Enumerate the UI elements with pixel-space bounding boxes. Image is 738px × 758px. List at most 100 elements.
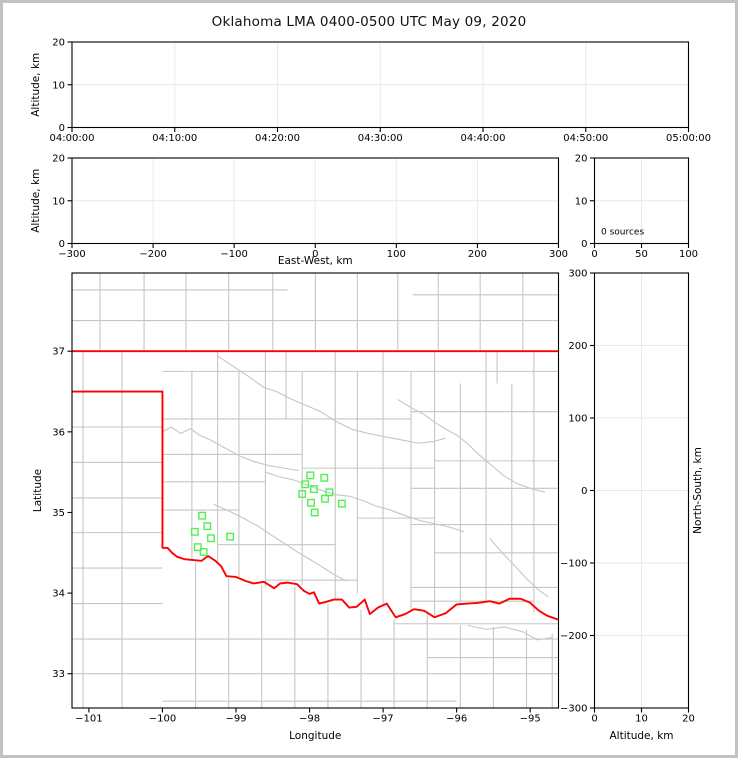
x-tick-label: 04:30:00: [358, 133, 403, 144]
y-tick-label: 35: [52, 508, 65, 519]
river-line: [162, 426, 299, 472]
y-tick-label: −300: [560, 704, 587, 715]
x-tick-label: 100: [679, 249, 698, 260]
axis-ticks: [590, 272, 690, 713]
river-line: [397, 399, 546, 493]
axis-ticks: [67, 350, 531, 713]
lma-source-point: [320, 473, 329, 482]
x-tick-label: −95: [520, 714, 541, 725]
x-tick-label: 04:50:00: [563, 133, 608, 144]
county-borders: [72, 273, 559, 708]
lma-source-point: [207, 534, 215, 543]
lma-source-point: [198, 511, 207, 520]
x-tick-label: 100: [387, 249, 406, 260]
y-tick-label: 37: [52, 347, 65, 358]
lma-source-point: [310, 485, 318, 494]
y-tick-label: 36: [52, 427, 65, 438]
lma-source-point: [310, 508, 319, 517]
lma-source-point: [298, 489, 307, 498]
y-axis-label: Altitude, km: [30, 53, 42, 117]
x-axis-label: Altitude, km: [609, 730, 673, 742]
y-tick-label: 20: [575, 154, 588, 165]
y-tick-label: 20: [52, 38, 65, 49]
source-count-annotation: 0 sources: [601, 228, 644, 238]
y-tick-label: 0: [59, 123, 65, 134]
y-tick-label: 0: [581, 486, 587, 497]
river-line: [213, 503, 347, 582]
x-tick-label: −97: [373, 714, 394, 725]
lma-source-point: [307, 498, 315, 507]
axis-ticks: [67, 41, 690, 132]
panel-ns-height: 0 10 20 300 200 100 0 −100 −200 −300 Altitude, km N…: [560, 269, 704, 743]
lma-sources: [190, 471, 346, 556]
x-tick-label: −100: [220, 249, 247, 260]
x-tick-label: −200: [139, 249, 166, 260]
y-tick-label: 200: [568, 341, 587, 352]
y-tick-label: 34: [52, 589, 65, 600]
lma-source-point: [203, 522, 212, 531]
x-tick-label: 0: [312, 249, 318, 260]
y-axis-label: Altitude, km: [30, 169, 42, 233]
river-line: [467, 624, 553, 641]
x-tick-label: 50: [635, 249, 648, 260]
lma-source-point: [193, 543, 202, 552]
lma-source-point: [190, 527, 199, 536]
axis-ticks: [590, 157, 690, 248]
x-tick-label: 0: [591, 249, 597, 260]
panel-alt-histogram: 0 50 100 0 10 20 0 sources: [575, 154, 698, 261]
y-tick-label: 33: [52, 669, 65, 680]
x-tick-label: 04:20:00: [255, 133, 300, 144]
river-line: [489, 537, 549, 598]
y-tick-label: 0: [59, 239, 65, 250]
x-tick-label: 300: [549, 249, 568, 260]
y-tick-label: 10: [575, 196, 588, 207]
y-tick-label: −100: [560, 559, 587, 570]
gridlines: [71, 157, 559, 244]
x-axis-label: Longitude: [289, 730, 341, 742]
river-line: [265, 471, 465, 533]
y-tick-label: 10: [52, 196, 65, 207]
x-tick-label: 04:40:00: [461, 133, 506, 144]
plot-frame: [71, 272, 560, 709]
lma-source-point: [321, 494, 329, 503]
y-tick-label: 300: [568, 269, 587, 280]
x-tick-label: 04:00:00: [50, 133, 95, 144]
lma-source-point: [301, 480, 310, 489]
lma-source-point: [337, 499, 346, 508]
x-tick-label: 05:00:00: [666, 133, 711, 144]
x-tick-label: 10: [635, 714, 648, 725]
y-axis-label: Latitude: [32, 469, 44, 512]
oklahoma-state-border: [72, 390, 559, 621]
x-axis-label: East-West, km: [278, 255, 353, 267]
x-tick-label: −101: [75, 714, 102, 725]
y-tick-label: 10: [52, 80, 65, 91]
axis-ticks: [67, 157, 560, 248]
x-tick-label: −300: [58, 249, 85, 260]
lma-source-point: [226, 532, 235, 541]
lma-source-point: [325, 488, 334, 497]
panel-plan-view: −101 −100 −99 −98 −97 −96 −95 33 34 35 36 37 Longitu…: [32, 272, 560, 742]
y-tick-label: −200: [560, 631, 587, 642]
map-layers: [72, 273, 559, 708]
x-tick-label: 04:10:00: [152, 133, 197, 144]
gridlines: [71, 41, 689, 128]
x-tick-label: −100: [149, 714, 176, 725]
y-tick-label: 0: [581, 239, 587, 250]
y-tick-label: 100: [568, 414, 587, 425]
y-tick-label: 20: [52, 154, 65, 165]
river-line: [217, 355, 446, 444]
panel-ew-height: −300 −200 −100 0 100 200 300 0 10 20 East-West, km…: [30, 154, 568, 268]
panel-time-height: 04:00:00 04:10:00 04:20:00 04:30:00 04:40:00…: [30, 38, 711, 145]
x-tick-label: −99: [225, 714, 246, 725]
y-axis-label-right: North-South, km: [692, 447, 704, 534]
x-tick-label: 0: [591, 714, 597, 725]
x-tick-label: 200: [468, 249, 487, 260]
x-tick-label: −98: [299, 714, 320, 725]
gridlines: [594, 272, 689, 709]
x-tick-label: −96: [446, 714, 467, 725]
x-tick-label: 20: [682, 714, 695, 725]
lma-source-point: [306, 471, 315, 480]
lma-source-point: [199, 548, 208, 556]
